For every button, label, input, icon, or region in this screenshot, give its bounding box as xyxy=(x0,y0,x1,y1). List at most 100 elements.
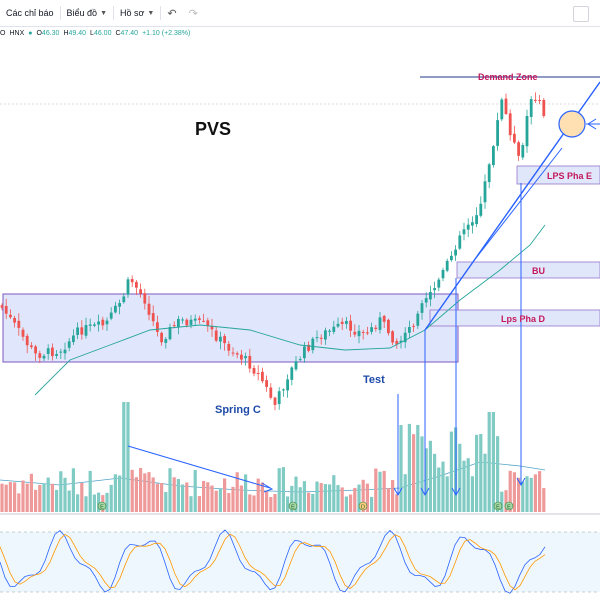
profile-menu-label: Hồ sơ xyxy=(120,8,145,18)
candle xyxy=(210,318,214,337)
candle xyxy=(181,317,184,324)
volume-bar xyxy=(437,467,441,512)
event-marker-label: E xyxy=(496,505,500,511)
candle xyxy=(290,366,294,386)
candle xyxy=(244,352,247,366)
candle xyxy=(492,145,495,168)
volume-bar xyxy=(533,474,537,512)
volume-bar xyxy=(538,471,542,512)
lps-e-label: LPS Pha E xyxy=(547,171,592,181)
lps-d-label: Lps Pha D xyxy=(501,314,546,324)
volume-bar xyxy=(496,436,500,512)
volume-bar xyxy=(403,474,407,512)
volume-bar xyxy=(13,482,17,512)
candle xyxy=(416,310,420,329)
volume-bar xyxy=(214,490,218,512)
event-marker-icon: E xyxy=(504,501,514,511)
candle xyxy=(160,331,163,346)
volume-bar xyxy=(470,476,474,512)
candle xyxy=(206,317,210,332)
candle xyxy=(130,275,134,288)
candle xyxy=(450,251,453,262)
event-marker-label: E xyxy=(507,505,511,511)
candle xyxy=(298,356,302,362)
arrow-head-icon xyxy=(261,482,274,493)
volume-bar xyxy=(353,487,357,512)
volume-bar xyxy=(206,482,210,512)
open-value: O46.30 xyxy=(36,29,60,37)
volume-bar xyxy=(122,402,126,512)
volume-bar xyxy=(504,490,508,512)
volume-bar xyxy=(315,481,319,512)
volume-bar xyxy=(281,467,285,512)
candle xyxy=(240,350,243,365)
candle xyxy=(345,316,348,329)
candle xyxy=(311,336,315,354)
candle xyxy=(202,313,205,323)
candle xyxy=(34,344,37,361)
candle xyxy=(84,317,88,339)
candle xyxy=(374,324,378,332)
volume-bar xyxy=(25,483,29,512)
candle xyxy=(231,347,235,357)
candle xyxy=(227,341,231,356)
volume-bar xyxy=(46,477,50,512)
toolbar-chart-menu[interactable]: Biểu đồ ▼ xyxy=(61,0,113,26)
redo-icon[interactable]: ↷ xyxy=(188,7,198,20)
toolbar-indicators[interactable]: Các chỉ báo xyxy=(0,0,60,26)
trendline-inner xyxy=(475,147,563,259)
volume-bar xyxy=(223,478,227,512)
fullscreen-icon[interactable] xyxy=(573,6,589,22)
candle xyxy=(273,396,277,411)
volume-bar xyxy=(8,482,12,512)
candle xyxy=(395,338,399,349)
volume-bar xyxy=(50,483,54,512)
candle xyxy=(361,329,365,340)
candle xyxy=(21,327,25,341)
symbol-prefix: O xyxy=(0,29,6,37)
spring-label: Spring C xyxy=(215,404,261,416)
volume-bar xyxy=(508,470,512,512)
volume-bar xyxy=(449,431,453,512)
volume-bar xyxy=(307,492,311,512)
volume-bar xyxy=(252,495,256,512)
candle xyxy=(517,140,520,161)
volume-bar xyxy=(277,468,281,512)
candle xyxy=(483,174,487,209)
candle xyxy=(135,280,138,295)
event-marker-icon: E xyxy=(97,501,107,511)
volume-bar xyxy=(67,490,71,512)
volume-bar xyxy=(193,469,197,512)
candle xyxy=(479,196,483,218)
candle xyxy=(114,301,117,314)
candle xyxy=(17,313,21,336)
volume-bar xyxy=(227,493,231,512)
candle xyxy=(118,299,121,315)
candle xyxy=(534,92,537,103)
volume-bar xyxy=(374,468,378,512)
volume-bar xyxy=(475,434,479,512)
candle xyxy=(223,333,226,351)
candle xyxy=(391,330,394,346)
undo-icon[interactable]: ↶ xyxy=(167,7,177,20)
candle xyxy=(126,277,130,298)
volume-bar xyxy=(185,482,189,512)
volume-bar xyxy=(160,482,164,512)
candle xyxy=(332,320,336,335)
candle xyxy=(513,125,516,145)
candle xyxy=(214,326,218,343)
volume-bar xyxy=(294,476,298,512)
toolbar-profile-menu[interactable]: Hồ sơ ▼ xyxy=(114,0,160,26)
test-label: Test xyxy=(363,374,385,386)
volume-bar xyxy=(172,477,176,512)
volume-bar xyxy=(88,470,92,512)
volume-bar xyxy=(126,402,130,512)
candle xyxy=(382,314,386,328)
volume-bar xyxy=(428,440,432,512)
lps-d-zone xyxy=(429,309,600,327)
volume-bar xyxy=(378,471,382,512)
candle xyxy=(378,311,382,334)
candle xyxy=(9,309,12,319)
volume-bar xyxy=(357,484,361,512)
